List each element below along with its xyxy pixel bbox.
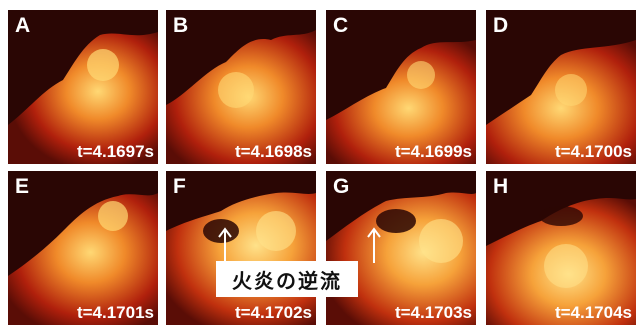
flame-frame-h: H t=4.1704s	[486, 171, 636, 325]
flame-image	[486, 10, 636, 164]
flame-frame-c: C t=4.1699s	[326, 10, 476, 164]
flame-frame-b: B t=4.1698s	[166, 10, 316, 164]
panel-time: t=4.1704s	[554, 303, 632, 322]
panel-letter: F	[173, 175, 186, 198]
flame-frame-e: E t=4.1701s	[8, 171, 158, 325]
panel-time: t=4.1698s	[234, 142, 312, 161]
annotation-label: 火炎の逆流	[216, 261, 358, 297]
flame-image	[486, 171, 636, 325]
flame-frame-g: G t=4.1703s	[326, 171, 476, 325]
panel-letter: H	[493, 175, 509, 198]
panel-letter: D	[493, 14, 509, 37]
flame-image	[326, 171, 476, 325]
flame-image	[326, 10, 476, 164]
flame-frame-a: A t=4.1697s	[8, 10, 158, 164]
panel-letter: E	[15, 175, 30, 198]
panel-time: t=4.1699s	[394, 142, 472, 161]
flame-image	[8, 171, 158, 325]
panel-time: t=4.1697s	[76, 142, 154, 161]
panel-letter: B	[173, 14, 189, 37]
up-arrow-icon	[367, 227, 381, 263]
panel-letter: C	[333, 14, 349, 37]
panel-time: t=4.1703s	[394, 303, 472, 322]
panel-time: t=4.1700s	[554, 142, 632, 161]
panel-time: t=4.1702s	[234, 303, 312, 322]
flame-frame-d: D t=4.1700s	[486, 10, 636, 164]
panel-letter: G	[333, 175, 350, 198]
panel-letter: A	[15, 14, 31, 37]
flame-image	[166, 10, 316, 164]
flame-image	[8, 10, 158, 164]
flame-image	[166, 171, 316, 325]
panel-time: t=4.1701s	[76, 303, 154, 322]
up-arrow-icon	[218, 227, 232, 263]
flame-frame-f: F t=4.1702s	[166, 171, 316, 325]
